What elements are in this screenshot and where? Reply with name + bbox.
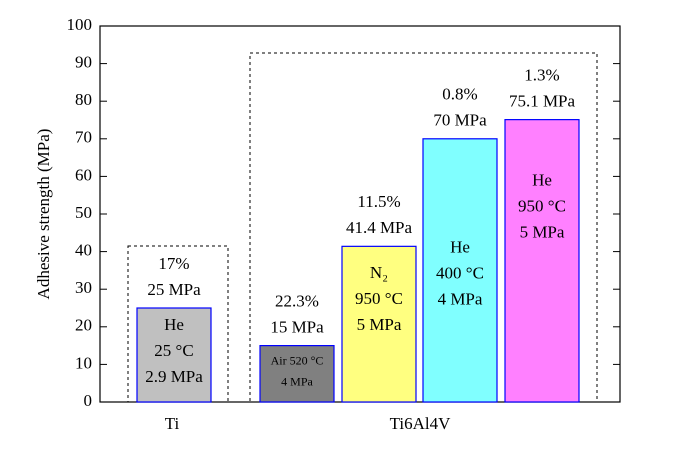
bar — [341, 245, 417, 403]
condition-label: 950 °C — [518, 197, 566, 216]
condition-label: He — [450, 238, 470, 257]
bar — [504, 119, 580, 403]
condition-label: 4 MPa — [281, 374, 313, 388]
y-axis-label: Adhesive strength (MPa) — [34, 129, 53, 300]
y-tick-label: 100 — [67, 15, 93, 34]
value-label: 75.1 MPa — [509, 92, 576, 111]
value-label: 41.4 MPa — [346, 218, 413, 237]
percent-label: 1.3% — [524, 66, 559, 85]
condition-label: He — [164, 315, 184, 334]
bar — [422, 138, 498, 403]
value-label: 70 MPa — [433, 111, 487, 130]
y-tick-label: 40 — [75, 241, 92, 260]
group-label: Ti6Al4V — [390, 414, 452, 433]
condition-label: N₂ — [370, 263, 388, 282]
y-tick-label: 50 — [75, 203, 92, 222]
y-tick-label: 20 — [75, 316, 92, 335]
percent-label: 17% — [158, 254, 189, 273]
condition-label: 4 MPa — [438, 290, 483, 309]
condition-label: He — [532, 171, 552, 190]
percent-label: 11.5% — [357, 192, 400, 211]
condition-label: 2.9 MPa — [145, 367, 203, 386]
y-tick-label: 60 — [75, 165, 92, 184]
percent-label: 22.3% — [275, 292, 319, 311]
y-tick-label: 70 — [75, 128, 92, 147]
y-tick-label: 90 — [75, 53, 92, 72]
condition-label: 950 °C — [355, 289, 403, 308]
condition-label: 5 MPa — [357, 315, 402, 334]
condition-label: 25 °C — [154, 341, 193, 360]
condition-label: 5 MPa — [520, 223, 565, 242]
value-label: 15 MPa — [270, 318, 324, 337]
y-tick-label: 0 — [84, 391, 93, 410]
y-tick-label: 30 — [75, 278, 92, 297]
y-tick-label: 80 — [75, 90, 92, 109]
y-tick-label: 10 — [75, 353, 92, 372]
condition-label: 400 °C — [436, 264, 484, 283]
bar — [259, 345, 335, 403]
condition-label: Air 520 °C — [271, 353, 324, 367]
value-label: 25 MPa — [147, 280, 201, 299]
percent-label: 0.8% — [442, 85, 477, 104]
bar — [136, 307, 212, 403]
group-label: Ti — [165, 414, 180, 433]
